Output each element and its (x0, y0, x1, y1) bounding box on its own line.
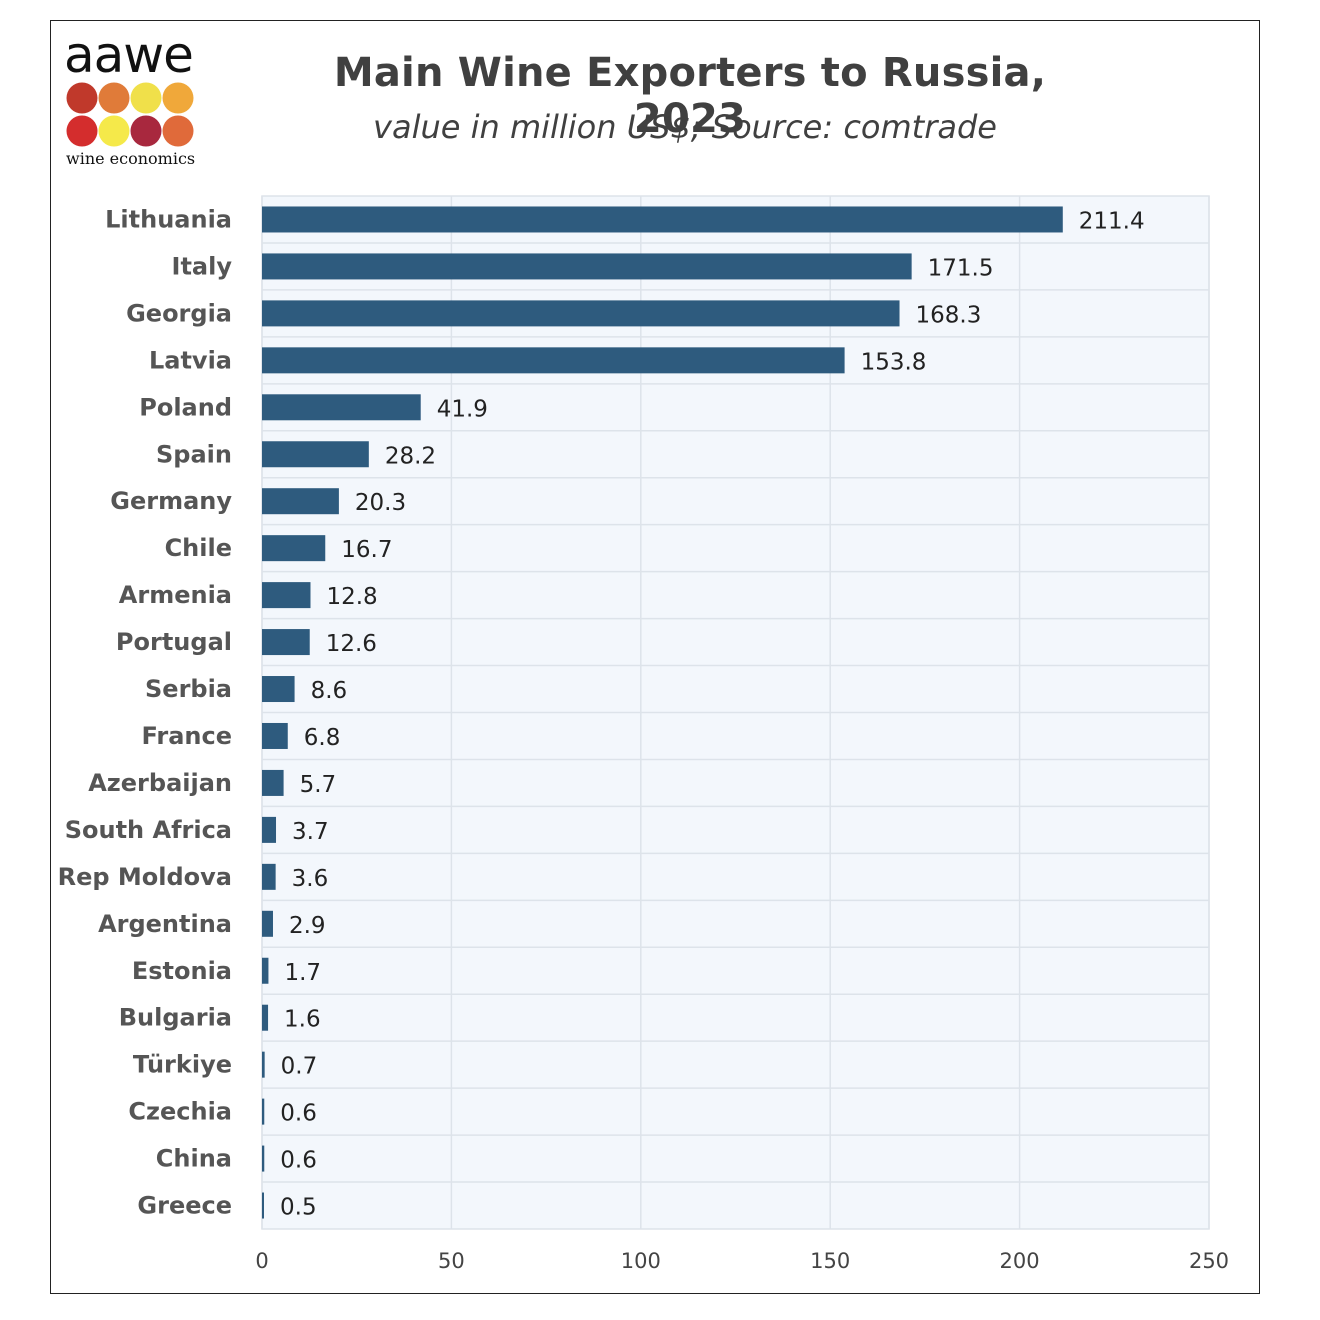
bar (262, 1145, 265, 1172)
category-label: Germany (110, 487, 232, 515)
category-label: Georgia (126, 299, 232, 327)
value-label: 3.6 (292, 866, 329, 892)
bar (262, 253, 912, 280)
category-label: Latvia (149, 346, 232, 374)
bar (262, 488, 339, 515)
chart-subtitle: value in million US$; Source: comtrade (373, 108, 997, 146)
bar (262, 300, 900, 327)
bar (262, 441, 369, 468)
x-tick-label: 0 (255, 1249, 268, 1273)
value-label: 41.9 (437, 396, 488, 422)
value-label: 12.8 (326, 584, 377, 610)
logo-tagline: wine economics (66, 149, 196, 168)
value-label: 153.8 (861, 349, 927, 375)
category-label: Türkiye (133, 1051, 232, 1079)
category-label: Italy (172, 252, 233, 280)
value-label: 5.7 (300, 772, 337, 798)
value-label: 0.5 (280, 1195, 317, 1221)
logo-wordmark: aawe (64, 26, 194, 84)
bar (262, 347, 845, 374)
value-label: 20.3 (355, 490, 406, 516)
category-label: China (156, 1145, 232, 1173)
bar (262, 535, 326, 562)
value-label: 211.4 (1079, 208, 1145, 234)
category-label: Greece (137, 1192, 232, 1220)
bar (262, 863, 276, 890)
category-label: Azerbaijan (88, 769, 232, 797)
value-label: 2.9 (289, 913, 326, 939)
bar (262, 816, 277, 843)
x-tick-label: 200 (1000, 1249, 1040, 1273)
value-label: 16.7 (341, 537, 392, 563)
value-label: 0.6 (280, 1148, 317, 1174)
category-label: Poland (139, 393, 232, 421)
value-label: 6.8 (304, 725, 341, 751)
value-label: 8.6 (311, 678, 348, 704)
bar (262, 910, 273, 937)
value-label: 1.7 (284, 960, 321, 986)
bar (262, 1098, 265, 1125)
category-label: Estonia (132, 957, 232, 985)
x-tick-label: 100 (621, 1249, 661, 1273)
category-label: South Africa (65, 816, 232, 844)
value-label: 168.3 (916, 302, 982, 328)
category-label: Portugal (116, 628, 232, 656)
value-label: 171.5 (928, 255, 994, 281)
x-tick-label: 150 (810, 1249, 850, 1273)
category-label: Czechia (128, 1098, 232, 1126)
x-tick-label: 50 (438, 1249, 465, 1273)
category-label: Argentina (98, 910, 232, 938)
category-label: Armenia (119, 581, 232, 609)
chart-title: Main Wine Exporters to Russia, 2023 (333, 50, 1047, 142)
value-label: 0.7 (281, 1054, 318, 1080)
value-label: 28.2 (385, 443, 436, 469)
value-label: 0.6 (280, 1101, 317, 1127)
category-label: Rep Moldova (58, 863, 232, 891)
category-label: Bulgaria (119, 1004, 232, 1032)
category-label: Chile (165, 534, 232, 562)
bar (262, 582, 311, 609)
bar (262, 722, 288, 749)
value-label: 1.6 (284, 1007, 321, 1033)
value-label: 3.7 (292, 819, 329, 845)
bar (262, 394, 421, 421)
bar (262, 769, 284, 796)
bar (262, 957, 269, 984)
bar (262, 1192, 264, 1219)
bar (262, 206, 1063, 233)
bar (262, 676, 295, 703)
x-tick-label: 250 (1189, 1249, 1229, 1273)
category-label: Lithuania (105, 205, 232, 233)
bar (262, 1004, 269, 1031)
bar (262, 629, 310, 656)
bar (262, 1051, 265, 1078)
value-label: 12.6 (326, 631, 377, 657)
category-label: Serbia (145, 675, 232, 703)
category-label: France (142, 722, 232, 750)
category-label: Spain (156, 440, 232, 468)
